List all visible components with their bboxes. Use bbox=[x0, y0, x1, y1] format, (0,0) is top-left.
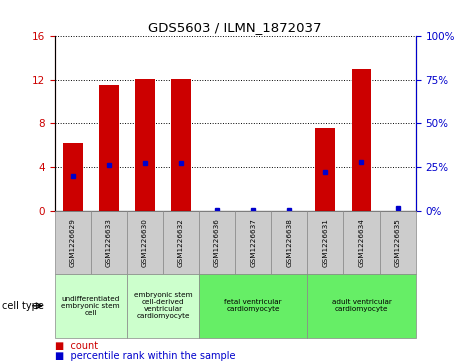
Text: ■  count: ■ count bbox=[55, 340, 98, 351]
Text: GSM1226635: GSM1226635 bbox=[395, 218, 400, 267]
Text: GSM1226637: GSM1226637 bbox=[250, 218, 256, 267]
Text: GSM1226636: GSM1226636 bbox=[214, 218, 220, 267]
Bar bbox=[99, 85, 119, 211]
Title: GDS5603 / ILMN_1872037: GDS5603 / ILMN_1872037 bbox=[148, 21, 322, 34]
Bar bbox=[63, 143, 83, 211]
Bar bbox=[171, 79, 191, 211]
Text: GSM1226634: GSM1226634 bbox=[359, 218, 364, 267]
Text: adult ventricular
cardiomyocyte: adult ventricular cardiomyocyte bbox=[332, 299, 391, 312]
Text: GSM1226632: GSM1226632 bbox=[178, 218, 184, 267]
Bar bbox=[315, 128, 335, 211]
Bar bbox=[352, 69, 371, 211]
Text: ■  percentile rank within the sample: ■ percentile rank within the sample bbox=[55, 351, 235, 362]
Text: fetal ventricular
cardiomyocyte: fetal ventricular cardiomyocyte bbox=[224, 299, 282, 312]
Text: undifferentiated
embryonic stem
cell: undifferentiated embryonic stem cell bbox=[61, 296, 120, 316]
Bar bbox=[135, 79, 155, 211]
Text: GSM1226630: GSM1226630 bbox=[142, 218, 148, 267]
Text: GSM1226631: GSM1226631 bbox=[323, 218, 328, 267]
Text: cell type: cell type bbox=[2, 301, 44, 311]
Text: GSM1226633: GSM1226633 bbox=[106, 218, 112, 267]
Text: embryonic stem
cell-derived
ventricular
cardiomyocyte: embryonic stem cell-derived ventricular … bbox=[133, 292, 192, 319]
Text: GSM1226629: GSM1226629 bbox=[70, 218, 76, 267]
Text: GSM1226638: GSM1226638 bbox=[286, 218, 292, 267]
